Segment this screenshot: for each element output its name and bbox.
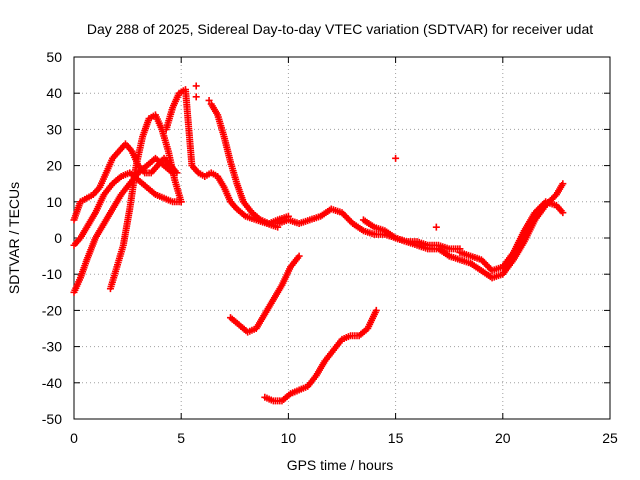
plot-area [70,56,611,420]
y-tick-label-4: -10 [42,266,62,282]
data-point-outliers-4 [432,223,440,231]
chart-title: Day 288 of 2025, Sidereal Day-to-day VTE… [87,21,593,37]
y-tick-labels: -50 -40 -30 -20 -10 0 10 20 30 40 50 [42,49,62,427]
grid-lines [74,57,610,419]
x-tick-label-2: 10 [281,430,297,446]
y-tick-label-2: -30 [42,339,62,355]
data-points [70,82,567,405]
x-tick-label-0: 0 [70,430,78,446]
x-tick-label-4: 20 [495,430,511,446]
data-point-outliers-1 [192,93,200,101]
y-tick-label-3: -20 [42,302,62,318]
y-tick-label-7: 20 [46,158,62,174]
data-point-track-j-8 [295,252,303,260]
data-point-outliers-2 [205,96,213,104]
plot-frame [73,56,611,420]
data-point-outliers-0 [192,82,200,90]
y-tick-label-9: 40 [46,85,62,101]
data-point-track-i-10 [559,209,567,217]
y-tick-label-6: 10 [46,194,62,210]
data-point-outliers-3 [392,154,400,162]
data-point-track-h-19 [559,180,567,188]
data-point-track-k-13 [372,306,380,314]
x-tick-labels: 0 5 10 15 20 25 [70,430,618,446]
x-tick-label-3: 15 [388,430,404,446]
x-axis-label: GPS time / hours [287,457,394,473]
data-point-track-d-11 [177,198,185,206]
y-tick-label-5: 0 [54,230,62,246]
y-tick-label-10: 50 [46,49,62,65]
x-tick-label-5: 25 [602,430,618,446]
y-axis-label: SDTVAR / TECUs [6,182,22,294]
y-tick-label-8: 30 [46,121,62,137]
y-tick-label-1: -40 [42,375,62,391]
y-tick-label-0: -50 [42,411,62,427]
x-tick-label-1: 5 [177,430,185,446]
